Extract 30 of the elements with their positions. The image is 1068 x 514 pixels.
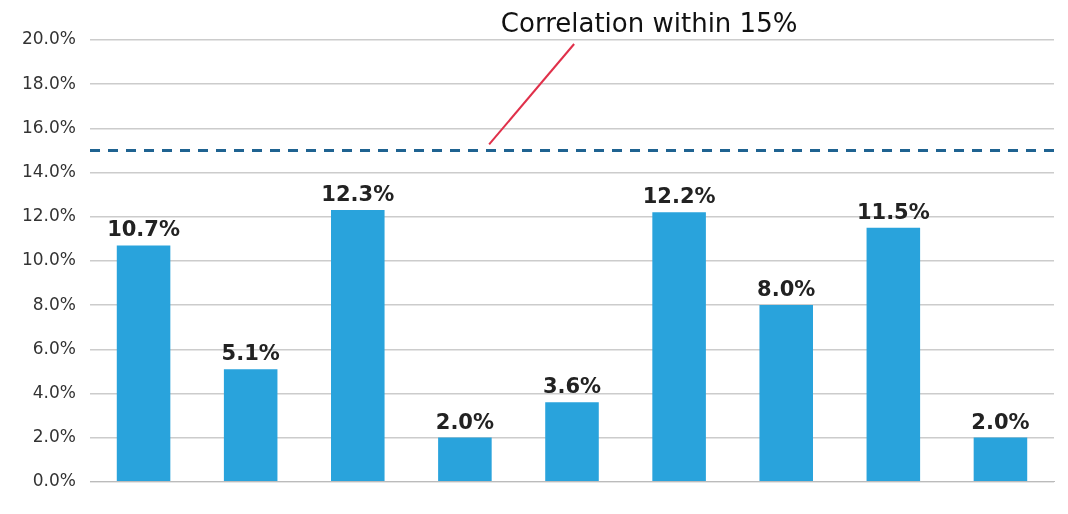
y-tick-label: 14.0% xyxy=(21,160,76,181)
bar xyxy=(331,210,385,482)
bar xyxy=(438,437,492,482)
data-label: 10.7% xyxy=(107,217,180,242)
bar xyxy=(973,437,1028,482)
data-label: 3.6% xyxy=(542,374,602,399)
y-tick-label: 6.0% xyxy=(32,337,76,358)
data-label: 5.1% xyxy=(221,341,280,366)
data-label: 2.0% xyxy=(971,409,1030,434)
bar xyxy=(759,305,813,482)
data-label: 2.0% xyxy=(435,409,495,434)
y-tick-label: 18.0% xyxy=(21,72,76,93)
ref-line-label: Correlation within 15% xyxy=(500,7,798,38)
y-tick-label: 4.0% xyxy=(32,381,76,402)
bar xyxy=(866,227,921,482)
data-label: 8.0% xyxy=(757,277,816,302)
bar xyxy=(545,402,599,482)
y-tick-label: 20.0% xyxy=(21,28,76,49)
data-label: 12.2% xyxy=(642,184,716,209)
bar xyxy=(652,212,706,482)
y-tick-label: 2.0% xyxy=(32,426,76,447)
y-tick-label: 10.0% xyxy=(21,249,76,270)
bar xyxy=(223,369,278,482)
bar xyxy=(116,245,171,482)
y-tick-label: 16.0% xyxy=(21,116,76,137)
data-label: 11.5% xyxy=(856,199,930,224)
y-tick-label: 8.0% xyxy=(32,293,76,314)
y-tick-label: 12.0% xyxy=(21,205,76,226)
data-label: 12.3% xyxy=(321,182,395,207)
y-tick-label: 0.0% xyxy=(32,470,76,491)
